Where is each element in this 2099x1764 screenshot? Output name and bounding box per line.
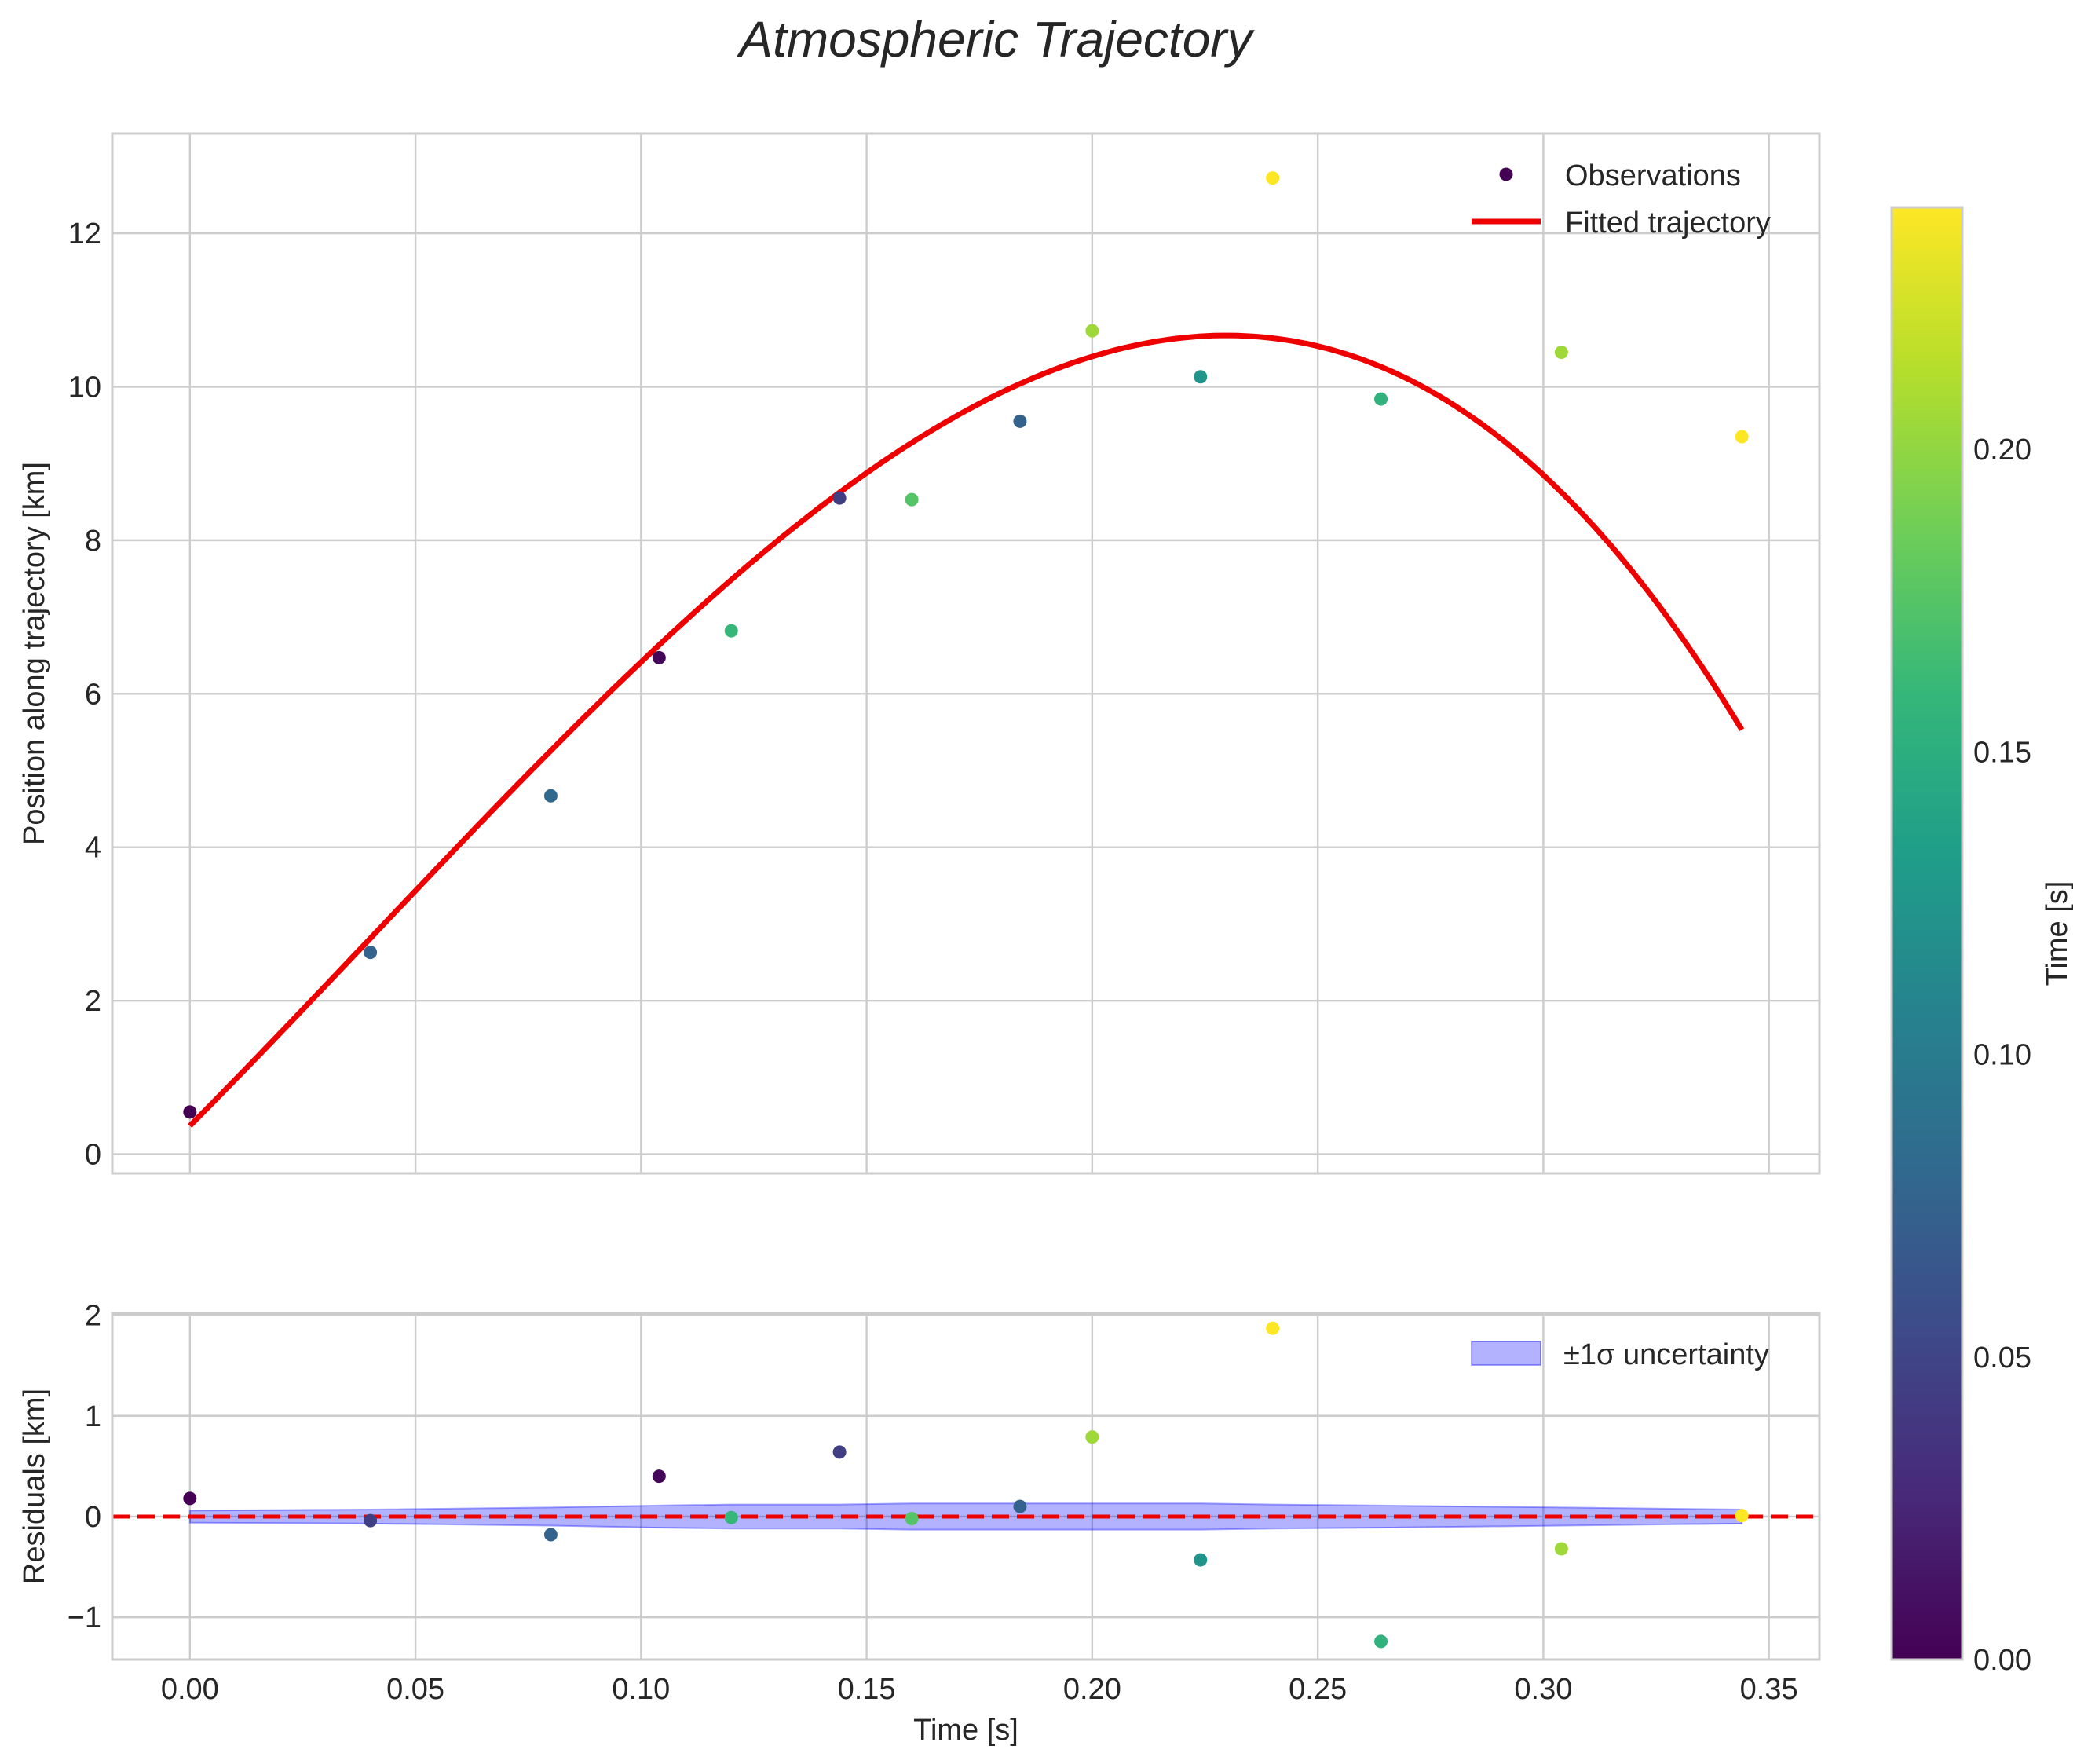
- observation-point: [183, 1105, 197, 1119]
- uncertainty-band: [188, 1502, 1743, 1531]
- colorbar-tick-label: 0.05: [1973, 1341, 2031, 1374]
- resid-x-tick-label: 0.20: [1063, 1673, 1121, 1706]
- main-y-tick-label: 0: [85, 1139, 101, 1172]
- resid-x-tick-label: 0.30: [1514, 1673, 1572, 1706]
- residual-point: [183, 1491, 197, 1506]
- observation-point: [652, 650, 666, 664]
- chart-title: Atmospheric Trajectory: [736, 11, 1255, 68]
- main-frame: [111, 132, 1821, 1175]
- main-y-axis-label: Position along trajectory [km]: [18, 462, 51, 845]
- legend-uncertainty-label: ±1σ uncertainty: [1563, 1338, 1769, 1371]
- observation-point: [1374, 392, 1388, 406]
- observation-point: [832, 491, 847, 505]
- resid-y-tick-label: 0: [85, 1501, 101, 1534]
- resid-plot-area: [112, 1313, 1819, 1660]
- fitted-trajectory-line: [188, 332, 1745, 1128]
- residual-point: [905, 1512, 919, 1526]
- observation-point: [724, 624, 738, 638]
- observation-point: [543, 789, 558, 803]
- colorbar: 0.00 0.05 0.10 0.15 0.20 Time [s]: [1890, 206, 2074, 1677]
- resid-x-tick-label: 0.10: [612, 1673, 670, 1706]
- x-axis-label: Time [s]: [913, 1714, 1018, 1747]
- observation-point: [1085, 324, 1099, 338]
- residual-point: [1554, 1542, 1568, 1556]
- colorbar-gradient: [1890, 206, 1964, 1661]
- legend-uncertainty-marker: [1471, 1341, 1541, 1366]
- resid-y-tick-label: 1: [85, 1400, 101, 1433]
- resid-frame: [111, 1312, 1821, 1661]
- colorbar-tick-label: 0.10: [1973, 1039, 2031, 1072]
- main-y-tick-label: 6: [85, 678, 101, 711]
- legend-observations-label: Observations: [1565, 159, 1741, 192]
- main-y-tick-label: 12: [68, 218, 101, 251]
- residuals-panel: −1 0 1 2 0.00 0.05 0.10 0.15 0.20 0.25 0.30 0.35 Res…: [18, 1300, 1821, 1747]
- resid-y-tick-label: −1: [68, 1601, 101, 1634]
- colorbar-tick-label: 0.15: [1973, 736, 2031, 769]
- residual-point: [832, 1445, 847, 1459]
- residual-point: [1735, 1509, 1749, 1523]
- residual-point: [364, 1513, 378, 1528]
- colorbar-tick-label: 0.20: [1973, 434, 2031, 467]
- colorbar-tick-label: 0.00: [1973, 1644, 2031, 1677]
- main-y-tick-label: 8: [85, 525, 101, 558]
- main-plot-area: [112, 134, 1819, 1173]
- main-panel: 0 2 4 6 8 10 12 Position along trajectory [km] O…: [18, 132, 1821, 1175]
- residual-point: [1085, 1430, 1099, 1444]
- resid-y-axis-label: Residuals [km]: [18, 1389, 51, 1584]
- residual-point: [543, 1528, 558, 1542]
- legend-observations-marker: [1499, 167, 1513, 181]
- observation-point: [1554, 345, 1568, 359]
- main-y-tick-label: 4: [85, 832, 101, 865]
- observation-point: [1735, 430, 1749, 444]
- observation-point: [364, 946, 378, 960]
- resid-x-tick-label: 0.25: [1289, 1673, 1347, 1706]
- residual-point: [1266, 1321, 1280, 1335]
- residual-point: [1013, 1499, 1027, 1513]
- resid-x-tick-label: 0.00: [161, 1673, 219, 1706]
- observation-point: [905, 492, 919, 507]
- residual-point: [1374, 1634, 1388, 1649]
- observation-point: [1194, 370, 1208, 384]
- legend-fit-label: Fitted trajectory: [1565, 207, 1771, 240]
- observation-point: [1266, 171, 1280, 185]
- resid-x-tick-label: 0.05: [386, 1673, 444, 1706]
- residual-point: [724, 1510, 738, 1524]
- residual-point: [1194, 1553, 1208, 1567]
- resid-y-tick-label: 2: [85, 1300, 101, 1333]
- residual-point: [652, 1469, 666, 1484]
- observation-point: [1013, 414, 1027, 428]
- resid-x-tick-label: 0.15: [838, 1673, 896, 1706]
- main-y-tick-label: 10: [68, 371, 101, 404]
- resid-x-tick-label: 0.35: [1740, 1673, 1798, 1706]
- main-y-tick-label: 2: [85, 985, 101, 1018]
- colorbar-label: Time [s]: [2041, 881, 2074, 986]
